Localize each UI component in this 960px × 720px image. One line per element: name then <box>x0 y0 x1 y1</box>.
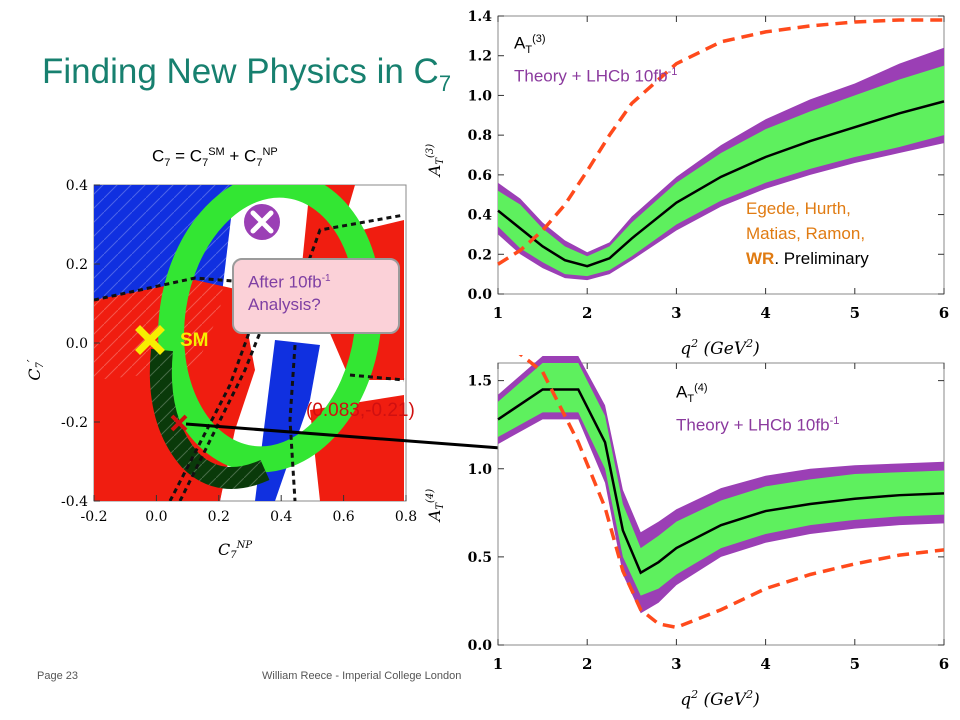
formula-s1: 7 <box>164 157 171 170</box>
at3-note-line2-sup: -1 <box>667 66 678 79</box>
at4-x-tick-label: 5 <box>850 655 860 673</box>
at4-x-tick-label: 3 <box>671 655 681 673</box>
at3-note-line2: Theory + LHCb 10fb <box>514 66 668 86</box>
at4-x-tick-label: 6 <box>939 655 949 673</box>
at3-y-label: AT(3) <box>425 144 446 178</box>
formula-s2: 7 <box>202 157 209 170</box>
left-x-tick-label: 0.6 <box>332 509 354 525</box>
title-main: Finding New Physics in C <box>42 52 439 91</box>
green-ring <box>158 185 382 473</box>
left-y-tick-label: 0.2 <box>66 257 88 273</box>
at4-note: AT(4) Theory + LHCb 10fb-1 <box>676 377 839 437</box>
at3-ticks: 1 2 3 4 5 6 0.0 0.2 0.4 0.6 0.8 1.0 1.2 1.4 <box>468 9 950 322</box>
at3-y-tick-label: 0.2 <box>468 247 492 263</box>
at3-y-tick-label: 1.4 <box>468 9 493 25</box>
at3-x-tick-label: 4 <box>760 304 770 322</box>
left-x-tick-label: 0.8 <box>395 509 417 525</box>
at4-note-line2: Theory + LHCb 10fb <box>676 415 830 435</box>
left-y-tick-label: 0.0 <box>66 336 88 352</box>
point-label: (0.083,-0.21) <box>306 400 415 421</box>
at3-plot: 1 2 3 4 5 6 0.0 0.2 0.4 0.6 0.8 1.0 1.2 1.4 q2 (GeV2)… <box>425 9 950 359</box>
left-y-tick-label: -0.4 <box>61 494 88 510</box>
authors-note: Egede, Hurth, Matias, Ramon, WR. Prelimina… <box>746 196 869 271</box>
at3-x-tick-label: 3 <box>671 304 681 322</box>
dashed-boundary-5 <box>288 344 297 501</box>
at3-x-tick-label: 1 <box>493 304 503 322</box>
x-axis-label: C7NP <box>218 540 252 561</box>
authors-line2: Matias, Ramon, <box>746 224 866 243</box>
at4-y-tick-label: 1.0 <box>468 462 493 478</box>
at3-note-a: A <box>514 33 526 53</box>
formula-c: C <box>152 146 165 166</box>
c7-constraint-plot: -0.2 0.0 0.2 0.4 0.6 0.8-0.4-0.20.00.20.4 C7N… <box>25 178 417 561</box>
left-x-tick-label: 0.0 <box>145 509 167 525</box>
left-y-tick-label: 0.4 <box>66 178 88 194</box>
left-x-tick-label: -0.2 <box>81 509 108 525</box>
at4-note-a: A <box>676 382 688 402</box>
at4-note-sup: (4) <box>694 382 708 394</box>
at4-x-tick-label: 4 <box>760 655 770 673</box>
after-analysis-callout: After 10fb-1 Analysis? <box>232 258 400 334</box>
formula-eq: = C <box>170 146 203 166</box>
left-y-tick-label: -0.2 <box>61 415 88 431</box>
sm-label: SM <box>180 330 209 351</box>
at3-y-tick-label: 1.0 <box>468 88 493 104</box>
formula-label: C7 = C7SM + C7NP <box>152 146 278 169</box>
dashed-boundary-4 <box>178 319 267 501</box>
left-x-tick-label: 0.4 <box>270 509 292 525</box>
at3-note-sub: T <box>525 44 533 57</box>
at4-x-tick-label: 2 <box>582 655 592 673</box>
authors-rest: . Preliminary <box>774 249 869 268</box>
at3-series <box>497 18 945 281</box>
at3-y-tick-label: 1.2 <box>468 49 492 65</box>
at4-y-label: AT(4) <box>425 489 446 523</box>
at4-y-tick-label: 0.0 <box>468 638 493 654</box>
at4-note-sub: T <box>687 393 695 406</box>
formula-plus: + C <box>224 146 257 166</box>
callout-line2: Analysis? <box>248 294 321 314</box>
dashed-boundary-6 <box>349 373 405 382</box>
at3-y-tick-label: 0.8 <box>468 128 492 144</box>
at3-y-tick-label: 0.6 <box>468 168 492 184</box>
dashed-boundary-3 <box>168 329 252 501</box>
authors-line1: Egede, Hurth, <box>746 199 851 218</box>
at3-y-tick-label: 0.4 <box>468 208 493 224</box>
slide-title: Finding New Physics in C7 <box>42 52 451 97</box>
at3-nominal-line <box>497 100 945 268</box>
at4-ticks: 1 2 3 4 5 6 0.0 0.5 1.0 1.5 <box>468 363 949 673</box>
at4-y-tick-label: 0.5 <box>468 550 492 566</box>
at3-inner-band <box>498 65 944 277</box>
title-sub: 7 <box>438 71 452 96</box>
at3-x-tick-label: 6 <box>939 304 949 322</box>
at4-y-tick-label: 1.5 <box>468 374 492 390</box>
callout-line1-sup: -1 <box>321 273 331 284</box>
y-axis-label: C7′ <box>25 359 46 381</box>
at4-note-line2-sup: -1 <box>829 415 840 428</box>
authors-wr: WR <box>746 249 775 268</box>
footer-author: William Reece - Imperial College London <box>262 670 462 682</box>
at4-sm-dashed-line <box>518 355 945 630</box>
formula-p3: NP <box>262 146 278 158</box>
formula-p2: SM <box>208 146 225 158</box>
at3-x-tick-label: 2 <box>582 304 592 322</box>
left-x-tick-label: 0.2 <box>208 509 230 525</box>
at4-plot: 1 2 3 4 5 6 0.0 0.5 1.0 1.5 q2 (GeV2) AT(4) <box>425 355 949 710</box>
at3-x-label: q2 (GeV2) <box>680 337 760 359</box>
at4-x-label: q2 (GeV2) <box>680 688 760 710</box>
at3-note: AT(3) Theory + LHCb 10fb-1 <box>514 28 677 88</box>
at4-inner-band <box>498 363 944 596</box>
left-axis-ticks: -0.2 0.0 0.2 0.4 0.6 0.8-0.4-0.20.00.20.4 <box>61 178 417 525</box>
callout-line1: After 10fb <box>248 272 322 292</box>
at4-nominal-line <box>497 388 945 575</box>
at3-x-tick-label: 5 <box>850 304 860 322</box>
at4-series <box>497 355 945 630</box>
formula-s3: 7 <box>256 157 263 170</box>
at3-sm-dashed-line <box>497 18 944 266</box>
at3-note-sup: (3) <box>532 33 546 45</box>
footer-page-number: Page 23 <box>37 670 78 682</box>
at4-x-tick-label: 1 <box>493 655 503 673</box>
at3-y-tick-label: 0.0 <box>468 287 493 303</box>
